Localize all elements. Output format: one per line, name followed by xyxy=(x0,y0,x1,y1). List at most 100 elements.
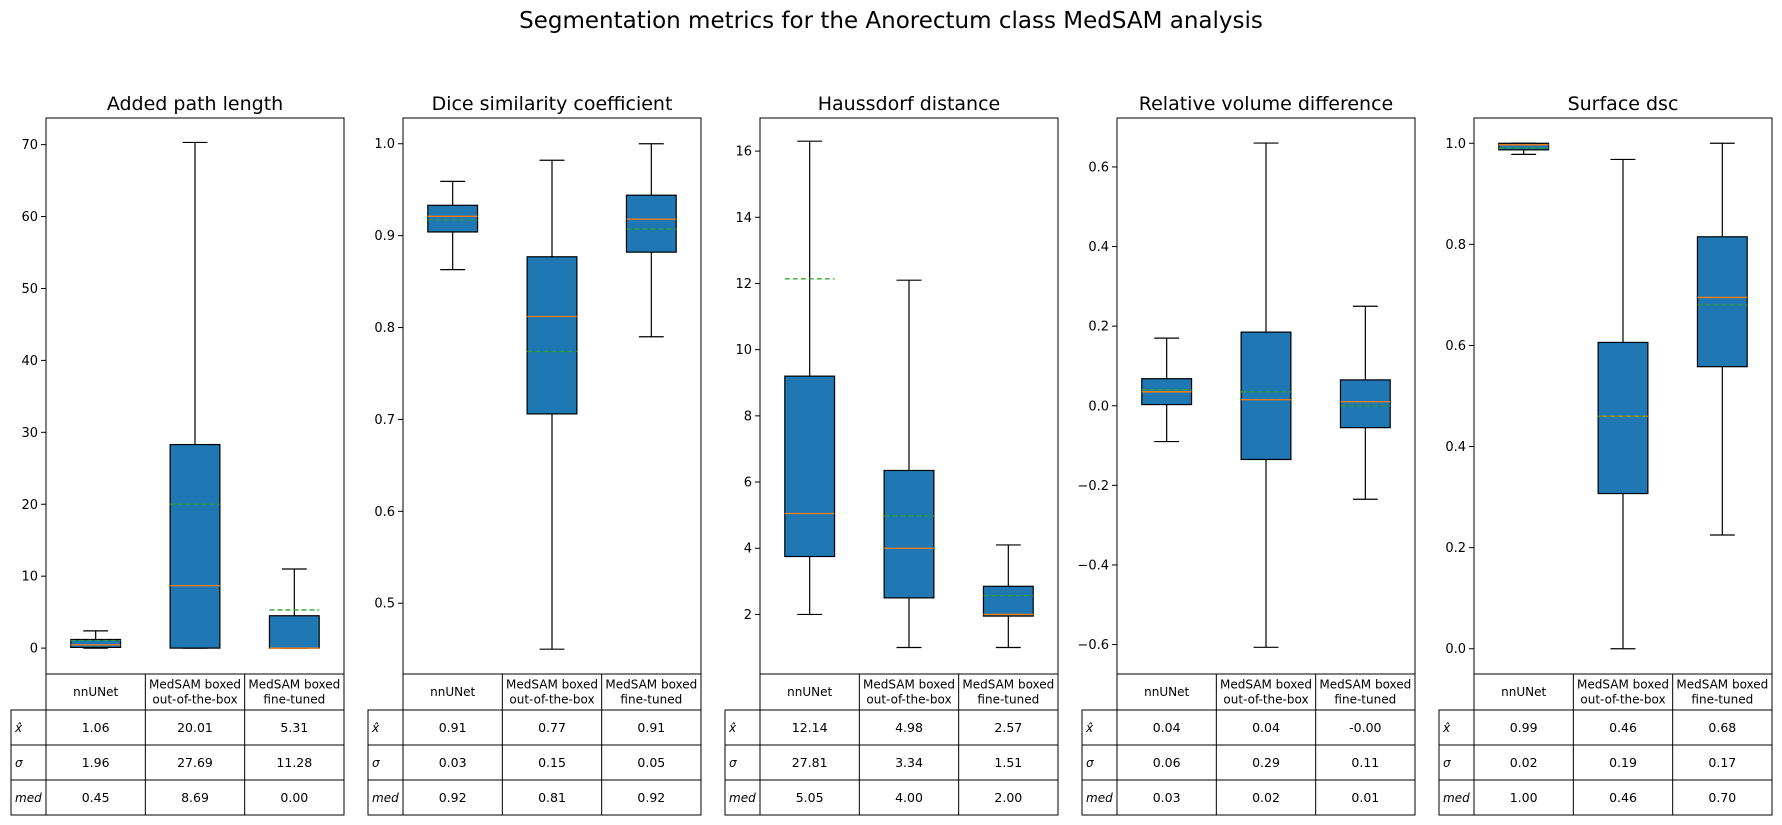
table-cell: 0.46 xyxy=(1609,720,1637,735)
table-cell: 20.01 xyxy=(177,720,213,735)
table-cell: 1.00 xyxy=(1510,790,1538,805)
box-iqr xyxy=(1240,331,1292,461)
table-header-line: fine-tuned xyxy=(977,693,1039,707)
box-iqr xyxy=(1696,236,1748,368)
box-iqr xyxy=(1339,379,1391,429)
table-header-cell: nnUNet xyxy=(430,685,475,699)
table-cell: 0.02 xyxy=(1252,790,1280,805)
box-iqr xyxy=(169,443,221,649)
table-row-label: x̂ xyxy=(1085,721,1094,735)
stats-table: nnUNet MedSAM boxed out-of-the-box MedSAM b… xyxy=(724,673,1059,816)
stats-table: nnUNet MedSAM boxed out-of-the-box MedSAM b… xyxy=(367,673,702,816)
box-iqr xyxy=(526,256,578,415)
table-header-line: MedSAM boxed xyxy=(962,678,1054,692)
table-cell: 2.57 xyxy=(994,720,1022,735)
table-row-label: med xyxy=(729,791,756,805)
table-row-label: σ xyxy=(372,756,380,770)
box-iqr xyxy=(1498,142,1550,151)
y-tick-label: 0.6 xyxy=(374,505,395,520)
table-header-line: MedSAM boxed xyxy=(1220,678,1312,692)
box-1 xyxy=(1141,337,1193,443)
box-2 xyxy=(1240,142,1292,648)
table-row-label: σ xyxy=(1443,756,1451,770)
box-iqr xyxy=(982,585,1034,617)
subplot-3: Haussdorf distance 2 4 6 8 10 12 14 16 nnUNet MedS… xyxy=(724,93,1059,816)
table-cell: 0.45 xyxy=(82,790,110,805)
y-tick-label: 60 xyxy=(21,210,38,225)
table-row xyxy=(1438,779,1773,816)
table-header-line: MedSAM boxed xyxy=(149,678,241,692)
table-row-label: σ xyxy=(729,756,737,770)
box-3 xyxy=(982,544,1034,649)
y-tick-label: 6 xyxy=(744,476,752,491)
table-header-cell: MedSAM boxed fine-tuned xyxy=(605,678,697,707)
table-cell: 0.17 xyxy=(1708,755,1736,770)
table-header-line: nnUNet xyxy=(787,685,832,699)
y-tick-label: 0.6 xyxy=(1445,339,1466,354)
table-cell: 4.00 xyxy=(895,790,923,805)
table-cell: 0.92 xyxy=(637,790,665,805)
table-cell: 0.91 xyxy=(439,720,467,735)
table-cell: 8.69 xyxy=(181,790,209,805)
y-tick-label: 0.4 xyxy=(1445,440,1466,455)
table-row-label: med xyxy=(1086,791,1113,805)
subplot-5: Surface dsc 0.0 0.2 0.4 0.6 0.8 1.0 nnUNet MedSA… xyxy=(1438,93,1773,816)
box-2 xyxy=(526,159,578,650)
y-tick-label: 40 xyxy=(21,354,38,369)
table-cell: 0.81 xyxy=(538,790,566,805)
table-cell: 1.51 xyxy=(994,755,1022,770)
y-tick-label: 14 xyxy=(735,211,752,226)
box-iqr xyxy=(268,615,320,649)
table-header-line: out-of-the-box xyxy=(509,693,594,707)
table-row xyxy=(367,779,702,816)
box-1 xyxy=(784,140,836,616)
table-header-cell: MedSAM boxed out-of-the-box xyxy=(863,678,955,707)
table-cell: 0.92 xyxy=(439,790,467,805)
table-cell: 0.03 xyxy=(439,755,467,770)
table-cell: 0.03 xyxy=(1153,790,1181,805)
table-header-line: MedSAM boxed xyxy=(1577,678,1669,692)
box-3 xyxy=(1696,142,1748,536)
y-tick-label: 1.0 xyxy=(374,137,395,152)
box-2 xyxy=(169,141,221,649)
table-header-cell: MedSAM boxed fine-tuned xyxy=(1676,678,1768,707)
y-tick-label: 20 xyxy=(21,498,38,513)
table-cell: 0.15 xyxy=(538,755,566,770)
table-cell: 27.81 xyxy=(792,755,828,770)
table-cell: 0.91 xyxy=(637,720,665,735)
table-header-cell: nnUNet xyxy=(73,685,118,699)
subplot-4: Relative volume difference −0.6 −0.4 −0.2 0.… xyxy=(1077,93,1416,816)
table-header-line: out-of-the-box xyxy=(1223,693,1308,707)
y-tick-label: 2 xyxy=(744,608,752,623)
table-row-label: σ xyxy=(1086,756,1094,770)
table-cell: -0.00 xyxy=(1349,720,1381,735)
y-tick-label: 50 xyxy=(21,282,38,297)
y-tick-label: −0.2 xyxy=(1077,479,1109,494)
table-cell: 11.28 xyxy=(276,755,312,770)
table-cell: 3.34 xyxy=(895,755,923,770)
table-cell: 4.98 xyxy=(895,720,923,735)
table-cell: 12.14 xyxy=(792,720,828,735)
table-header-cell: MedSAM boxed out-of-the-box xyxy=(149,678,241,707)
y-tick-label: 0 xyxy=(30,642,38,657)
table-header-line: out-of-the-box xyxy=(1580,693,1665,707)
table-row xyxy=(1081,779,1416,816)
table-header-line: MedSAM boxed xyxy=(506,678,598,692)
box-1 xyxy=(1498,142,1550,155)
y-tick-label: 0.5 xyxy=(374,597,395,612)
table-header-cell: MedSAM boxed fine-tuned xyxy=(1319,678,1411,707)
box-iqr xyxy=(70,638,122,648)
table-cell: 5.05 xyxy=(796,790,824,805)
table-cell: 0.04 xyxy=(1153,720,1181,735)
subplot-title: Dice similarity coefficient xyxy=(432,93,673,115)
table-cell: 2.00 xyxy=(994,790,1022,805)
box-2 xyxy=(1597,158,1649,650)
subplot-title: Surface dsc xyxy=(1568,93,1679,115)
table-header-line: nnUNet xyxy=(1144,685,1189,699)
table-header-line: out-of-the-box xyxy=(152,693,237,707)
box-3 xyxy=(1339,305,1391,500)
table-header-cell: MedSAM boxed out-of-the-box xyxy=(1577,678,1669,707)
table-header-cell: MedSAM boxed out-of-the-box xyxy=(1220,678,1312,707)
